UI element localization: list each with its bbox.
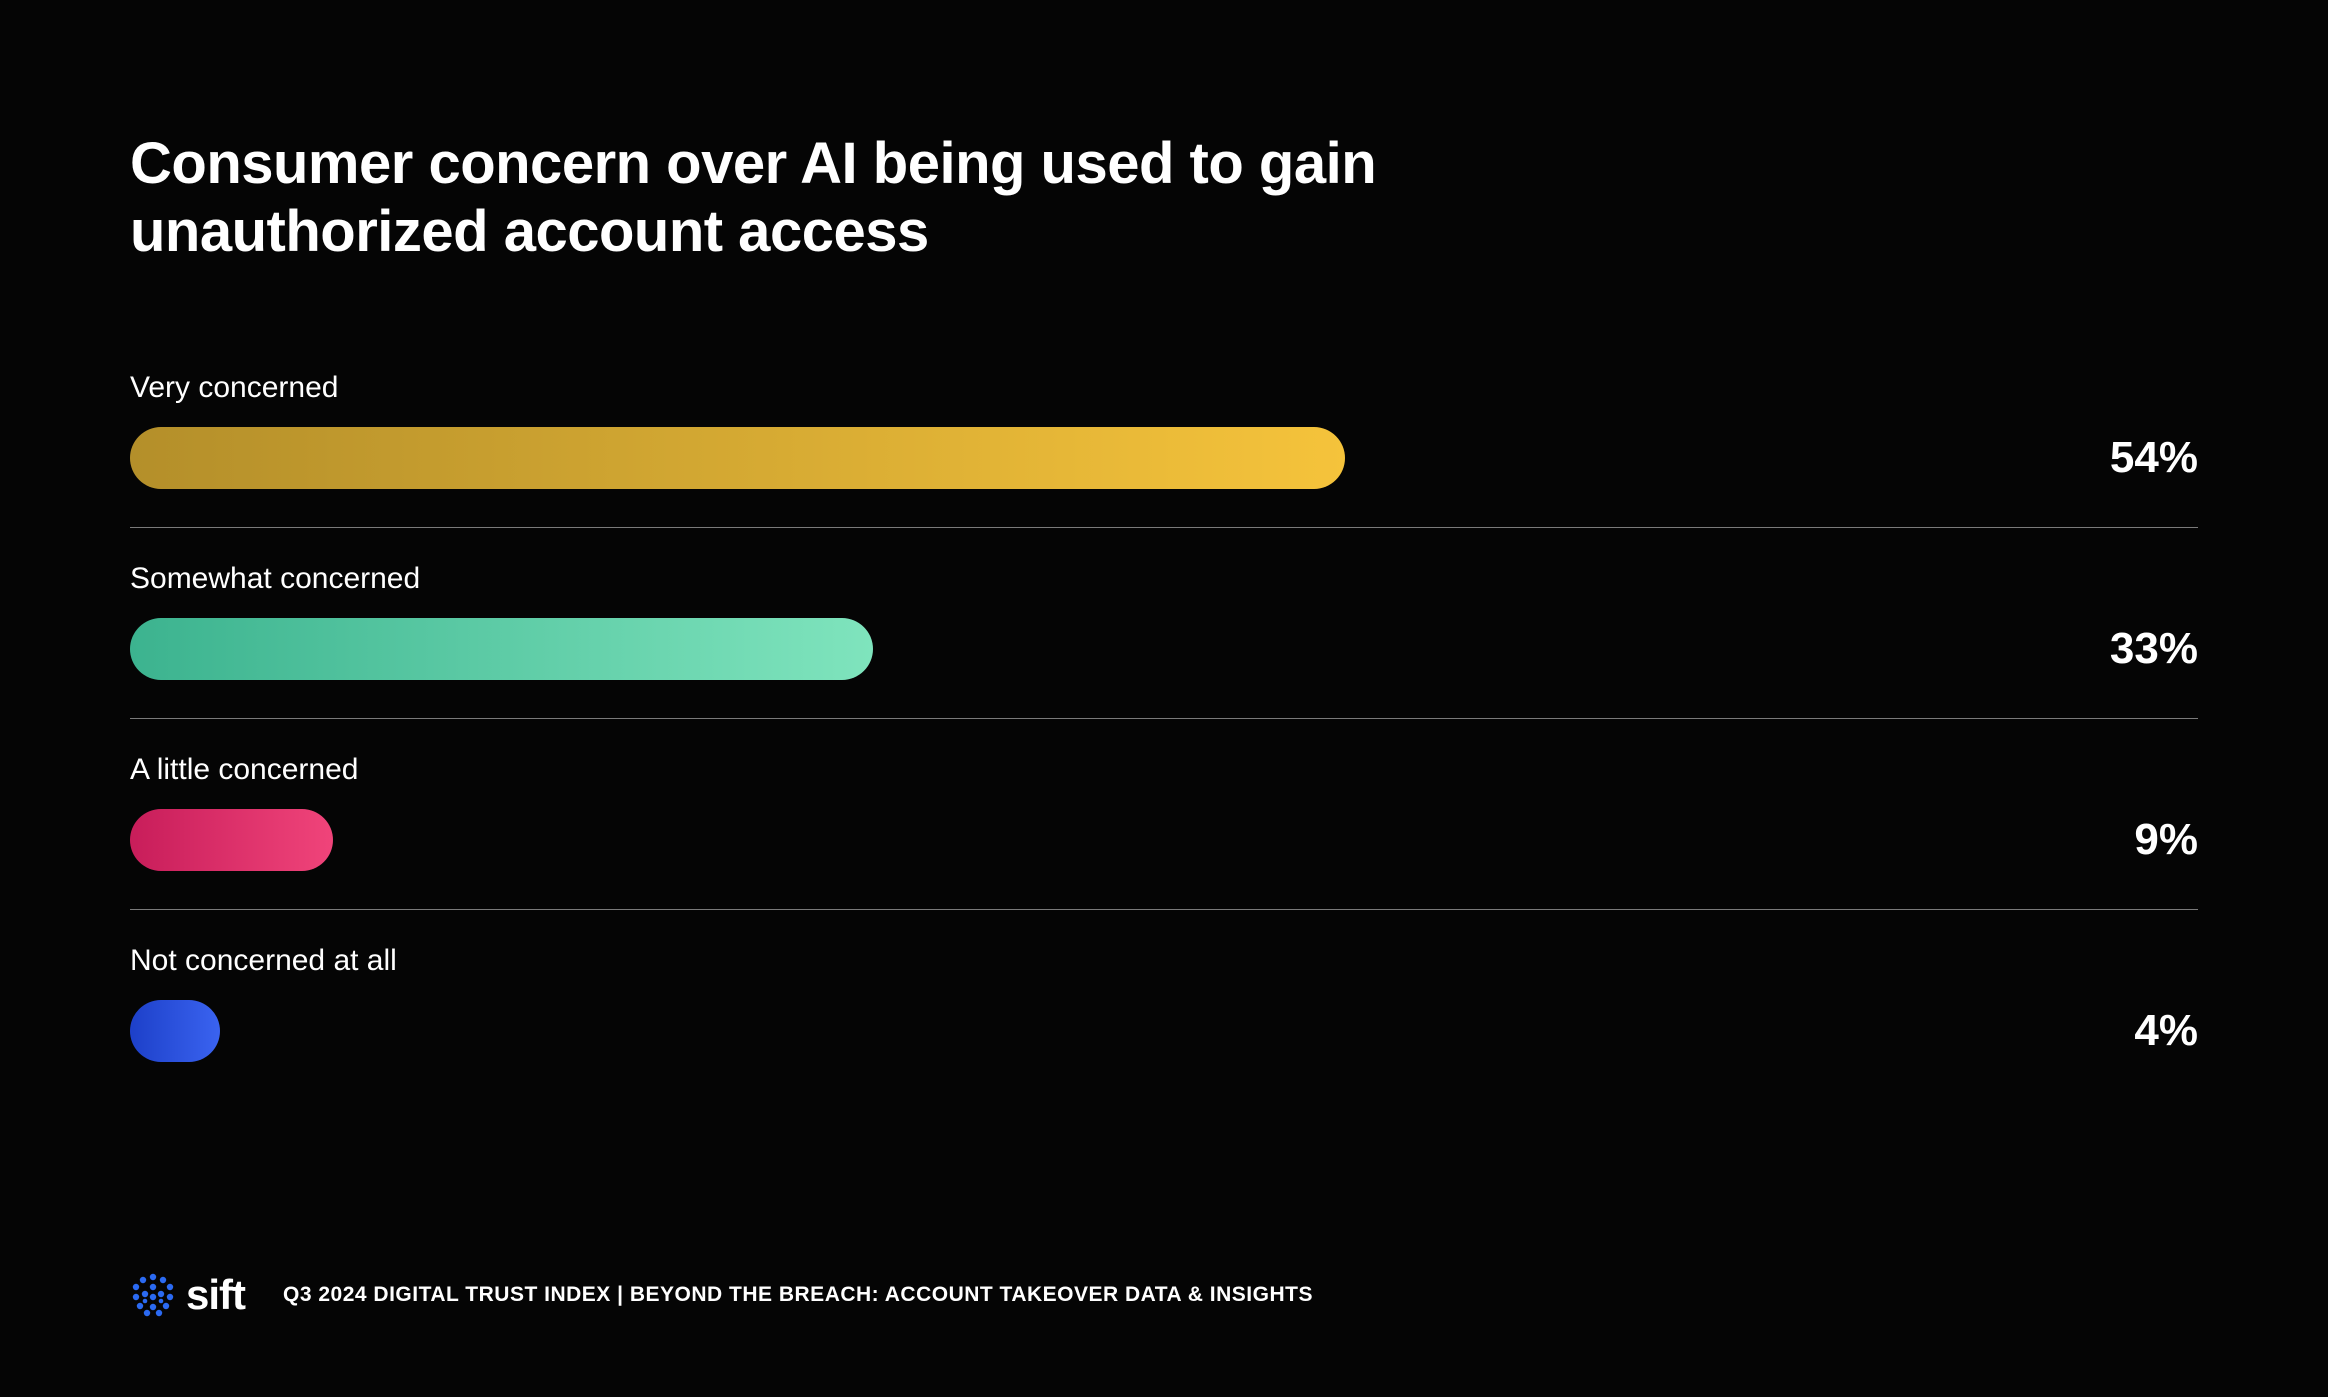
- chart-row: A little concerned 9%: [130, 719, 2198, 910]
- value-label: 4%: [2048, 1006, 2198, 1056]
- value-label: 33%: [2048, 624, 2198, 674]
- bar-area: 33%: [130, 618, 2198, 680]
- bar-very-concerned: [130, 427, 1345, 489]
- bar-area: 9%: [130, 809, 2198, 871]
- category-label: A little concerned: [130, 753, 2198, 787]
- chart-row: Very concerned 54%: [130, 337, 2198, 528]
- brand-logo-text: sift: [186, 1271, 245, 1319]
- bar-area: 54%: [130, 427, 2198, 489]
- bar-chart: Very concerned 54% Somewhat concerned 33…: [130, 337, 2198, 1062]
- value-label: 9%: [2048, 815, 2198, 865]
- bar-track: [130, 1000, 1930, 1062]
- chart-footer: sift Q3 2024 DIGITAL TRUST INDEX | BEYON…: [130, 1271, 1313, 1319]
- chart-title: Consumer concern over AI being used to g…: [130, 130, 1580, 267]
- category-label: Not concerned at all: [130, 944, 2198, 978]
- bar-track: [130, 618, 1930, 680]
- bar-track: [130, 427, 1930, 489]
- chart-row: Somewhat concerned 33%: [130, 528, 2198, 719]
- bar-somewhat-concerned: [130, 618, 873, 680]
- bar-area: 4%: [130, 1000, 2198, 1062]
- bar-a-little-concerned: [130, 809, 333, 871]
- value-label: 54%: [2048, 433, 2198, 483]
- bar-track: [130, 809, 1930, 871]
- category-label: Somewhat concerned: [130, 562, 2198, 596]
- chart-row: Not concerned at all 4%: [130, 910, 2198, 1062]
- sift-dots-icon: [130, 1272, 176, 1318]
- chart-canvas: Consumer concern over AI being used to g…: [0, 0, 2328, 1397]
- bar-not-concerned: [130, 1000, 220, 1062]
- category-label: Very concerned: [130, 371, 2198, 405]
- footer-text: Q3 2024 DIGITAL TRUST INDEX | BEYOND THE…: [283, 1283, 1313, 1307]
- brand-logo: sift: [130, 1271, 245, 1319]
